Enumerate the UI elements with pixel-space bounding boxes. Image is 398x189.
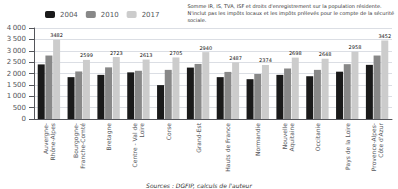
svg-text:Franche-Comté: Franche-Comté xyxy=(79,123,86,169)
svg-text:Rhône-Alpes: Rhône-Alpes xyxy=(49,123,57,161)
svg-text:2374: 2374 xyxy=(259,57,272,63)
svg-text:Loire: Loire xyxy=(138,123,145,138)
svg-text:3452: 3452 xyxy=(378,33,391,39)
svg-text:Auvergne-: Auvergne- xyxy=(41,123,49,154)
svg-text:2705: 2705 xyxy=(170,50,183,56)
svg-text:0: 0 xyxy=(22,115,26,123)
svg-text:sociale.: sociale. xyxy=(187,17,206,23)
svg-text:1 500: 1 500 xyxy=(7,81,26,89)
svg-text:2648: 2648 xyxy=(319,51,332,57)
svg-text:Pays de la Loire: Pays de la Loire xyxy=(344,123,352,170)
svg-text:2004: 2004 xyxy=(60,11,78,19)
svg-text:2613: 2613 xyxy=(140,52,153,58)
svg-text:4 000: 4 000 xyxy=(7,24,26,32)
svg-text:2599: 2599 xyxy=(80,52,93,58)
svg-text:Centre - Val de: Centre - Val de xyxy=(131,123,138,168)
svg-text:3482: 3482 xyxy=(50,32,63,38)
svg-text:2958: 2958 xyxy=(349,44,362,50)
svg-text:Hauts de France: Hauts de France xyxy=(224,123,231,172)
svg-text:Sources : DGFIP, calculs de l': Sources : DGFIP, calculs de l'auteur xyxy=(146,182,252,189)
svg-text:2723: 2723 xyxy=(110,50,123,56)
svg-text:2487: 2487 xyxy=(229,55,242,61)
svg-text:2940: 2940 xyxy=(199,45,212,51)
svg-text:N'inclut pas les impôts locaux: N'inclut pas les impôts locaux et les im… xyxy=(187,10,394,17)
svg-text:2 000: 2 000 xyxy=(7,70,26,78)
svg-text:2017: 2017 xyxy=(142,11,160,19)
svg-text:Nouvelle: Nouvelle xyxy=(281,123,288,150)
svg-text:Bourgogne-: Bourgogne- xyxy=(71,123,79,158)
svg-text:3 500: 3 500 xyxy=(7,35,26,43)
svg-text:Côte d'Azur: Côte d'Azur xyxy=(377,122,384,157)
svg-text:1 000: 1 000 xyxy=(7,92,26,100)
svg-text:Corse: Corse xyxy=(165,123,172,140)
svg-text:Aquitaine: Aquitaine xyxy=(288,123,296,152)
svg-text:3 000: 3 000 xyxy=(7,47,26,55)
svg-text:Provence-Alpes-: Provence-Alpes- xyxy=(370,123,378,172)
svg-text:2010: 2010 xyxy=(101,11,119,19)
svg-text:Occitanie: Occitanie xyxy=(314,123,321,151)
svg-text:2 500: 2 500 xyxy=(7,58,26,66)
svg-text:2698: 2698 xyxy=(289,50,302,56)
svg-text:Somme IR, IS, TVA, ISF et droi: Somme IR, IS, TVA, ISF et droits d'enreg… xyxy=(187,3,382,10)
svg-text:500: 500 xyxy=(13,104,26,112)
svg-text:Normandie: Normandie xyxy=(254,123,261,156)
svg-text:Grand-Est: Grand-Est xyxy=(195,122,202,152)
svg-text:Bretagne: Bretagne xyxy=(105,123,113,151)
